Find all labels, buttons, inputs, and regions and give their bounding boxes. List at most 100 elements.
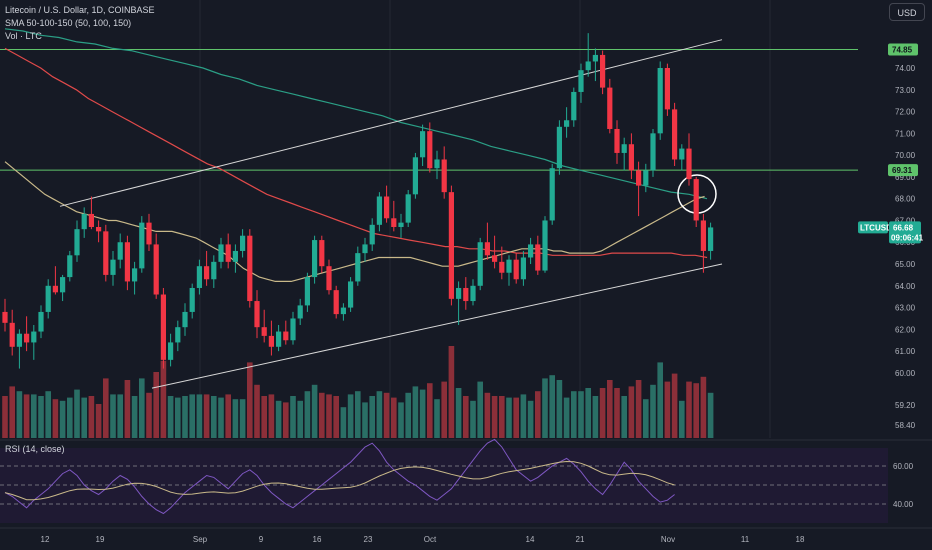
volume-bar: [369, 396, 375, 438]
time-tick-label: Sep: [193, 535, 208, 544]
volume-bar: [247, 362, 253, 438]
candle-body: [240, 235, 246, 251]
price-tag-value: 66.68: [893, 223, 914, 232]
candle-body: [621, 144, 627, 153]
candle-body: [52, 285, 58, 293]
time-tick-label: Oct: [424, 535, 437, 544]
candle-body: [556, 126, 562, 169]
candle-body: [124, 242, 130, 282]
volume-bar: [535, 391, 541, 438]
volume-bar: [275, 400, 282, 438]
volume-bar: [650, 384, 656, 438]
volume-bar: [311, 384, 318, 438]
candle-body: [693, 179, 699, 221]
candle-body: [110, 259, 116, 275]
level-tag-text: 69.31: [892, 166, 913, 175]
candle-body: [88, 213, 94, 227]
volume-bar: [254, 384, 260, 438]
volume-bar: [81, 397, 87, 438]
level-tag-69.31: [888, 164, 918, 177]
volume-bar: [153, 372, 159, 438]
candlesticks: [2, 33, 714, 369]
sma-legend: SMA 50-100-150 (50, 100, 150): [5, 18, 132, 28]
time-tick-label: 18: [796, 535, 805, 544]
price-tick-label: 68.00: [895, 195, 916, 204]
candle-body: [81, 213, 87, 230]
candle-body: [484, 242, 490, 256]
volume-bar: [304, 391, 311, 438]
candle-body: [211, 261, 217, 280]
candle-body: [434, 159, 440, 169]
horizontal-levels: [0, 48, 858, 171]
volume-bar: [211, 396, 217, 438]
volume-bar: [160, 360, 167, 438]
candle-body: [283, 331, 289, 341]
volume-bar: [67, 397, 73, 438]
candle-body: [290, 318, 296, 341]
candle-body: [657, 68, 663, 134]
candle-body: [448, 192, 454, 299]
candle-body: [225, 244, 231, 262]
candle-body: [549, 168, 555, 221]
price-tick-label: 69.00: [895, 173, 916, 182]
time-tick-label: 14: [526, 535, 535, 544]
candle-body: [708, 227, 714, 251]
volume-bar: [261, 396, 267, 438]
candle-body: [182, 311, 188, 328]
rsi-tick-label: 60.00: [893, 462, 914, 471]
volume-bar: [391, 397, 397, 438]
sma150-line: [4, 28, 708, 200]
time-tick-label: 16: [313, 535, 322, 544]
volume-bar: [290, 396, 296, 438]
candle-body: [535, 244, 541, 271]
candle-body: [362, 244, 368, 254]
price-tick-label: 73.00: [895, 86, 916, 95]
volume-bar: [268, 394, 275, 438]
candle-body: [672, 109, 678, 160]
candle-body: [153, 244, 159, 295]
candle-body: [636, 170, 642, 186]
candle-body: [499, 261, 505, 273]
volume-bar: [52, 399, 59, 438]
volume-bar: [131, 396, 138, 438]
volume-bar: [441, 381, 447, 438]
volume-bar: [283, 402, 289, 438]
candle-body: [405, 194, 411, 223]
candle-body: [218, 244, 224, 262]
volume-bar: [621, 396, 627, 438]
volume-bar: [491, 396, 498, 438]
price-tick-label: 61.00: [895, 347, 916, 356]
volume-bar: [506, 397, 512, 438]
candle-body: [175, 327, 181, 343]
volume-bar: [693, 383, 699, 438]
candle-body: [506, 259, 512, 273]
volume-bar: [196, 394, 203, 438]
volume-bar: [319, 392, 325, 438]
volume-bar: [671, 373, 678, 438]
sma50-line: [4, 161, 705, 282]
volume-bar: [383, 392, 390, 438]
price-tick-label: 63.00: [895, 304, 916, 313]
candle-body: [261, 327, 267, 336]
candle-body: [564, 120, 570, 127]
volume-bar: [45, 391, 51, 438]
currency-button[interactable]: USD: [889, 3, 925, 21]
level-tag-74.85: [888, 43, 918, 56]
volume-bar: [470, 400, 476, 438]
candle-body: [542, 220, 548, 271]
price-tick-label: 67.00: [895, 216, 916, 225]
volume-bar: [405, 392, 411, 438]
candle-body: [528, 244, 534, 258]
candle-body: [420, 131, 426, 158]
rsi-legend: RSI (14, close): [5, 444, 65, 454]
candle-body: [679, 148, 685, 160]
volume-bar: [9, 386, 15, 438]
volume-bar: [412, 386, 419, 438]
volume-bar: [513, 397, 519, 438]
candle-body: [340, 307, 346, 315]
volume-bar: [686, 381, 692, 438]
candle-body: [427, 131, 433, 169]
time-axis[interactable]: 12 19 Sep 9 16 23 Oct 14 21 Nov 11 18: [0, 527, 932, 544]
candle-body: [369, 224, 375, 245]
